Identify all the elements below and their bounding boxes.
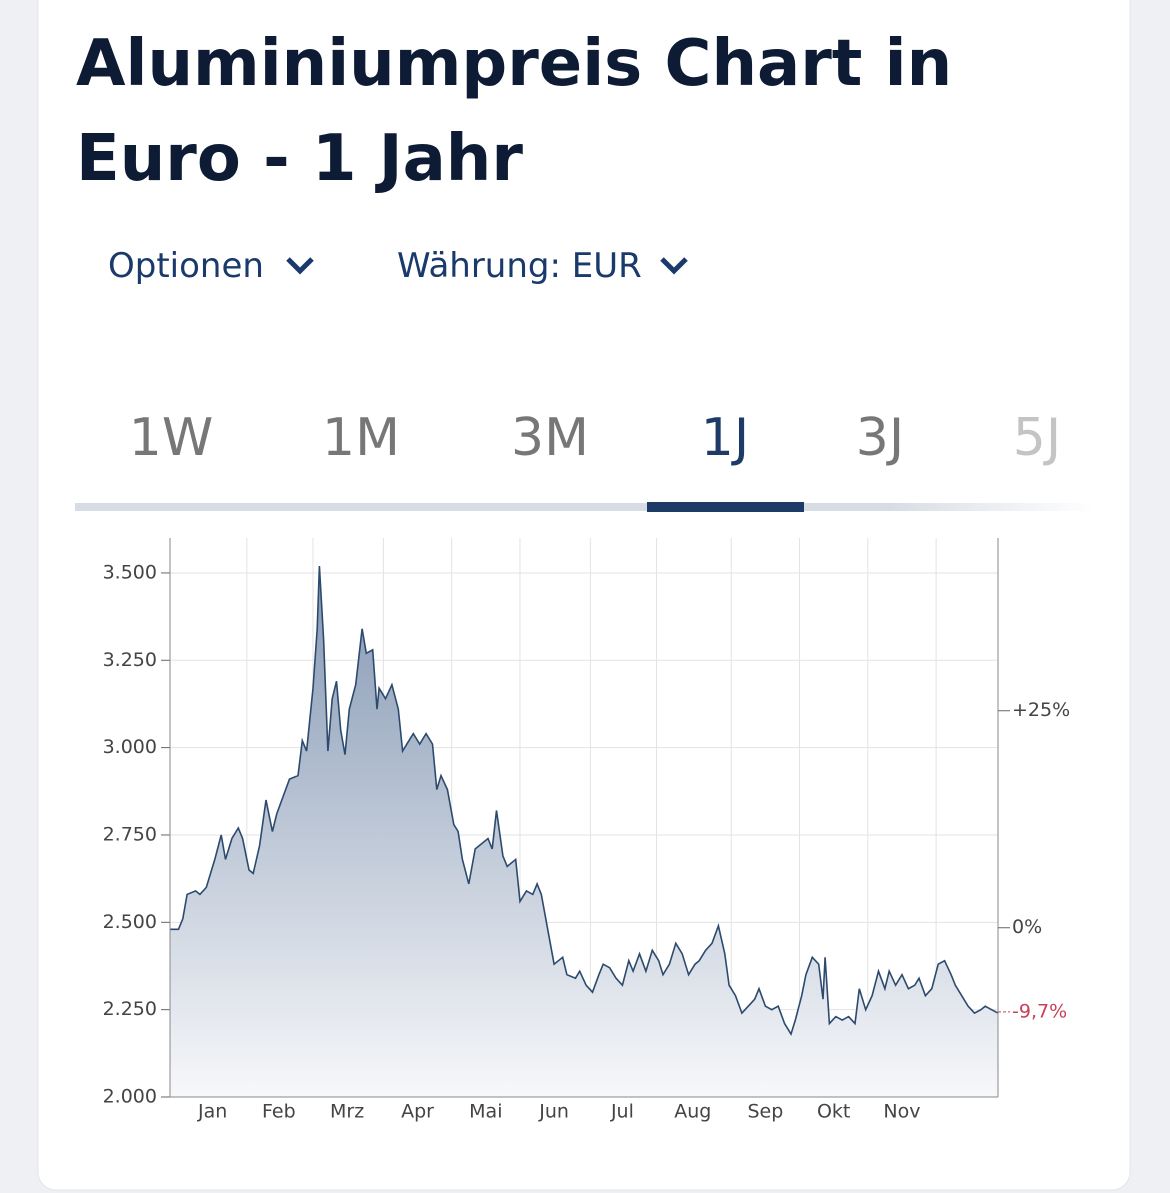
x-tick-label: Mai <box>469 1101 502 1123</box>
options-button[interactable]: Optionen <box>108 246 264 286</box>
x-tick-label: Sep <box>747 1101 783 1123</box>
y-tick-label: 3.500 <box>103 561 157 583</box>
x-tick-label: Aug <box>674 1101 711 1123</box>
tab[interactable]: 5J <box>1013 408 1061 468</box>
price-line <box>170 565 999 1037</box>
tab[interactable]: 1J <box>701 408 749 468</box>
x-tick-label: Nov <box>883 1101 920 1123</box>
x-tick-label: Apr <box>401 1101 434 1123</box>
currency-button[interactable]: Währung: EUR <box>397 246 642 286</box>
area <box>170 566 998 1097</box>
y-tick-label: 2.250 <box>103 998 157 1020</box>
x-tick-label: Feb <box>262 1101 296 1123</box>
x-tick-label: Mrz <box>330 1101 364 1123</box>
title-line: Aluminiumpreis Chart in <box>76 27 952 101</box>
tab[interactable]: 1M <box>322 408 400 468</box>
last-value-label: -9,7% <box>1012 1000 1067 1022</box>
tab[interactable]: 1W <box>129 408 214 468</box>
y2-tick-label: +25% <box>1012 699 1070 721</box>
y-tick-label: 2.000 <box>103 1086 157 1108</box>
tab[interactable]: 3J <box>856 408 904 468</box>
title-line: Euro - 1 Jahr <box>76 122 523 196</box>
y-tick-label: 2.500 <box>103 911 157 933</box>
x-tick-label: Okt <box>817 1101 850 1123</box>
y-tick-label: 3.250 <box>103 649 157 671</box>
tab-track <box>75 503 1095 511</box>
active-tab-indicator <box>647 502 804 512</box>
x-tick-label: Jan <box>197 1101 227 1123</box>
chevron[interactable] <box>660 257 688 275</box>
chevron[interactable] <box>286 257 314 275</box>
tab[interactable]: 3M <box>511 408 589 468</box>
y-tick-label: 2.750 <box>103 823 157 845</box>
y-tick-label: 3.000 <box>103 736 157 758</box>
y2-tick-label: 0% <box>1012 916 1042 938</box>
x-tick-label: Jun <box>538 1101 569 1123</box>
x-tick-label: Jul <box>610 1101 634 1123</box>
